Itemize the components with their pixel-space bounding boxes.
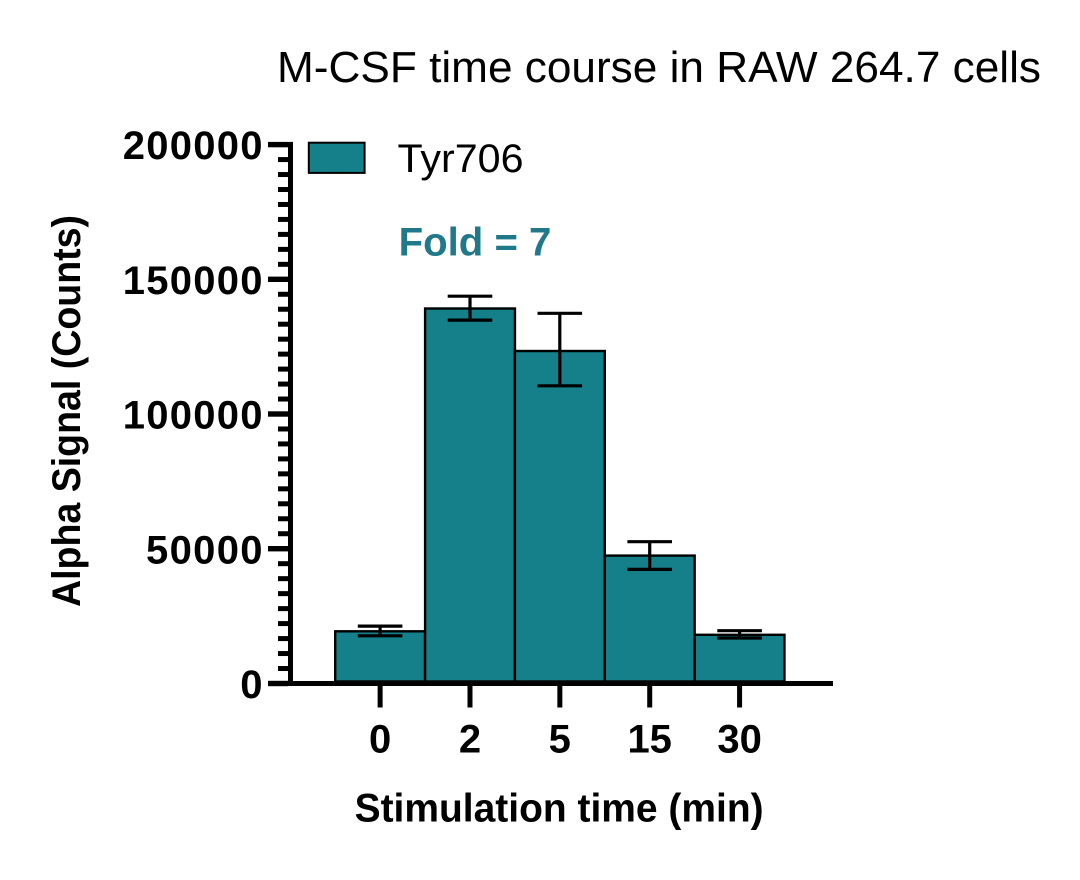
svg-text:Fold = 7: Fold = 7 [399, 221, 552, 265]
svg-text:200000: 200000 [123, 124, 263, 168]
svg-text:0: 0 [369, 717, 391, 761]
svg-text:Alpha Signal (Counts): Alpha Signal (Counts) [45, 215, 89, 607]
svg-text:50000: 50000 [146, 528, 263, 572]
svg-text:2: 2 [459, 717, 481, 761]
svg-text:Tyr706: Tyr706 [398, 137, 524, 181]
svg-text:30: 30 [717, 717, 762, 761]
svg-text:M-CSF time course in RAW 264.7: M-CSF time course in RAW 264.7 cells [277, 44, 1041, 92]
svg-text:5: 5 [549, 717, 571, 761]
svg-text:0: 0 [240, 663, 262, 707]
svg-text:150000: 150000 [123, 259, 263, 303]
svg-text:15: 15 [627, 717, 672, 761]
svg-text:Stimulation time (min): Stimulation time (min) [355, 787, 764, 831]
svg-text:100000: 100000 [123, 394, 263, 438]
